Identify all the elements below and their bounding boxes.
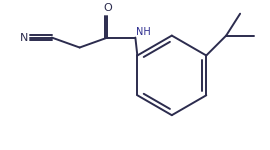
Text: NH: NH <box>136 27 151 37</box>
Text: O: O <box>103 3 112 13</box>
Text: N: N <box>19 33 28 43</box>
